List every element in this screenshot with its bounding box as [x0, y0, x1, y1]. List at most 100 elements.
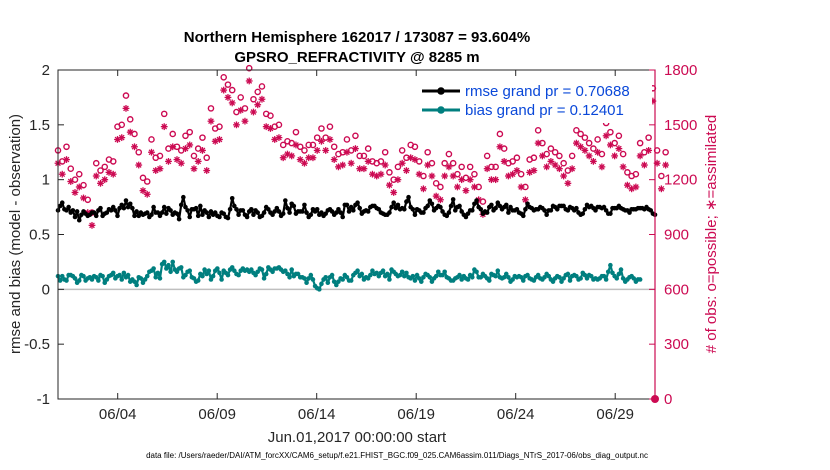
possible-obs-point: [509, 158, 516, 165]
rmse-point: [506, 210, 511, 215]
rmse-point: [249, 206, 254, 212]
rmse-point: [221, 211, 227, 216]
bias-point: [495, 268, 501, 273]
rmse-point: [134, 209, 139, 214]
bias-point: [637, 277, 643, 282]
assimilated-obs-point: [203, 167, 211, 174]
assimilated-star-stroke: [463, 187, 469, 194]
possible-obs-point: [437, 183, 444, 191]
assimilated-obs-point: [347, 159, 355, 167]
assimilated-star-stroke: [492, 176, 499, 183]
assimilated-star-stroke: [131, 143, 138, 150]
rmse-point: [225, 215, 231, 221]
bias-point: [404, 270, 409, 276]
possible-obs-point: [607, 128, 614, 136]
legend-label-rmse: rmse grand pr = 0.70688: [465, 83, 630, 100]
assimilated-star-stroke: [93, 173, 100, 179]
possible-obs-point: [143, 178, 151, 185]
bias-point: [440, 272, 445, 278]
assimilated-star-stroke: [522, 196, 529, 203]
assimilated-star-stroke: [424, 162, 431, 168]
rmse-point: [406, 194, 411, 200]
assimilated-obs-point: [636, 152, 644, 160]
bias-point: [119, 277, 125, 282]
assimilated-obs-point: [581, 147, 589, 154]
assimilated-star-stroke: [76, 184, 83, 190]
bias-point: [306, 276, 311, 281]
bias-point: [344, 274, 350, 280]
bias-point: [399, 269, 405, 275]
bias-point: [603, 277, 609, 282]
assimilated-obs-point: [241, 117, 249, 125]
assimilated-obs-point: [645, 147, 653, 154]
rmse-point: [503, 202, 509, 208]
bias-point: [259, 267, 265, 272]
rmse-point: [66, 204, 71, 210]
bias-point: [295, 271, 301, 277]
assimilated-star-stroke: [195, 158, 202, 165]
rmse-point: [346, 209, 352, 214]
rmse-point: [365, 209, 371, 214]
assimilated-star-stroke: [191, 165, 197, 172]
rmse-point: [115, 213, 120, 219]
assimilated-star-stroke: [165, 158, 172, 165]
rmse-point: [465, 211, 471, 216]
bias-point: [157, 276, 163, 281]
rmse-point: [387, 210, 392, 215]
assimilated-star-stroke: [535, 140, 542, 146]
possible-obs-point: [441, 159, 448, 167]
bias-point: [168, 269, 173, 275]
possible-obs-point: [343, 136, 351, 143]
possible-obs-point: [352, 132, 359, 140]
assimilated-star-stroke: [637, 153, 643, 159]
possible-obs-point: [496, 130, 504, 138]
chart-subtitle: GPSRO_REFRACTIVITY @ 8285 m: [234, 49, 479, 66]
bias-point: [57, 278, 63, 283]
rmse-point: [287, 210, 292, 215]
rmse-point: [59, 200, 65, 205]
rmse-point: [57, 203, 63, 209]
bias-point: [138, 276, 144, 281]
assimilated-obs-point: [109, 170, 117, 178]
rmse-point: [195, 213, 201, 219]
assimilated-obs-point: [594, 148, 602, 156]
assimilated-obs-point: [122, 104, 130, 112]
bias-point: [414, 272, 420, 278]
rmse-point: [593, 208, 598, 213]
assimilated-obs-point: [496, 143, 504, 151]
possible-obs-point: [364, 145, 372, 152]
bias-point: [308, 272, 314, 278]
bias-point: [323, 274, 328, 280]
assimilated-star-stroke: [331, 156, 338, 163]
assimilated-star-stroke: [123, 105, 129, 112]
assimilated-star-stroke: [607, 142, 614, 148]
rmse-point: [72, 214, 78, 220]
rmse-point: [469, 208, 475, 213]
y2-tick-label: 600: [664, 281, 689, 298]
rmse-point: [561, 203, 566, 209]
assimilated-star-stroke: [174, 156, 180, 163]
possible-obs-point: [313, 134, 321, 141]
assimilated-star-stroke: [616, 145, 622, 152]
assimilated-star-stroke: [565, 180, 571, 187]
assimilated-star-stroke: [344, 149, 350, 156]
assimilated-star-stroke: [288, 153, 295, 159]
rmse-point: [608, 211, 613, 216]
y2-tick-label: 1500: [664, 117, 697, 134]
bias-point: [385, 271, 390, 277]
legend-label-bias: bias grand pr = 0.12401: [465, 102, 624, 119]
assimilated-obs-point: [390, 189, 398, 196]
rmse-point: [525, 201, 530, 207]
rmse-point: [151, 204, 156, 210]
assimilated-obs-point: [220, 86, 228, 94]
assimilated-star-stroke: [339, 162, 346, 168]
bias-point: [191, 276, 197, 281]
rmse-point: [64, 208, 69, 213]
assimilated-obs-point: [254, 101, 262, 109]
assimilated-obs-point: [71, 189, 79, 196]
y-tick-label: -1: [37, 391, 50, 408]
assimilated-star-stroke: [407, 154, 414, 161]
assimilated-star-stroke: [501, 158, 508, 165]
bias-point: [329, 272, 335, 278]
bias-point: [368, 272, 373, 278]
